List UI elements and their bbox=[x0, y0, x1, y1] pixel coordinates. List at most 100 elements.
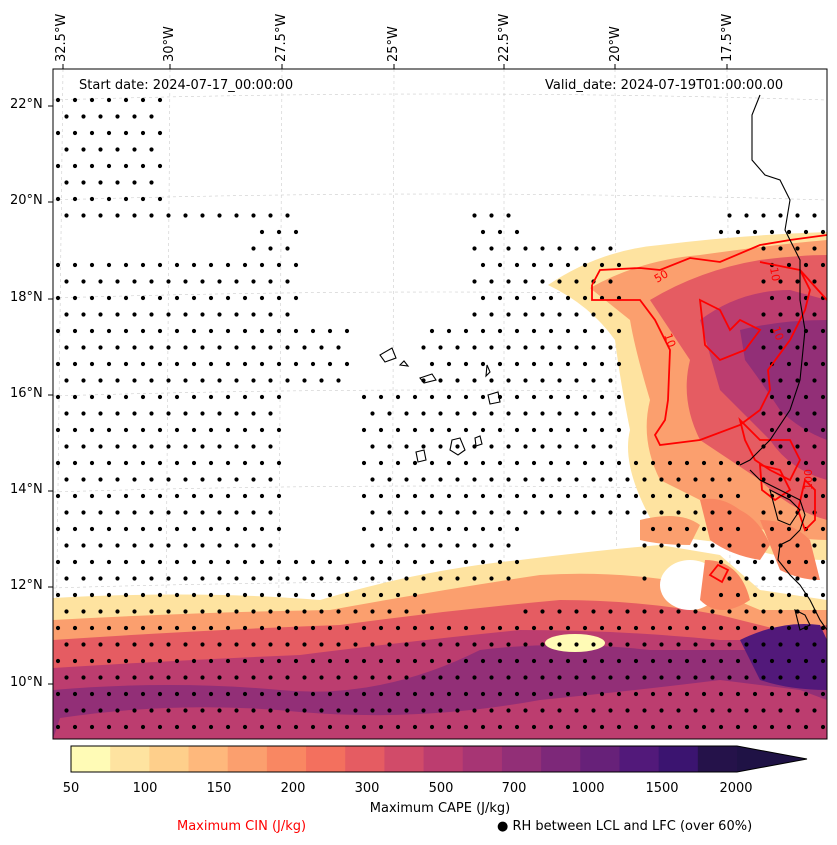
rh-dot bbox=[344, 592, 350, 598]
rh-dot bbox=[455, 576, 460, 581]
rh-dot bbox=[208, 328, 214, 334]
rh-dot bbox=[98, 576, 103, 581]
rh-dot bbox=[259, 427, 265, 433]
rh-dot bbox=[735, 592, 741, 598]
rh-dot bbox=[64, 510, 69, 515]
rh-dot bbox=[123, 262, 129, 268]
rh-dot bbox=[353, 708, 358, 713]
rh-dot bbox=[438, 345, 443, 350]
rh-dot bbox=[115, 708, 120, 713]
rh-dot bbox=[149, 708, 154, 713]
rh-dot bbox=[361, 658, 367, 664]
rh-dot bbox=[251, 444, 256, 449]
rh-dot bbox=[361, 427, 367, 433]
rh-dot bbox=[523, 411, 528, 416]
rh-dot bbox=[480, 460, 486, 466]
rh-dot bbox=[676, 609, 681, 614]
rh-dot bbox=[582, 460, 588, 466]
rh-dot bbox=[149, 312, 154, 317]
colorbar-tick: 150 bbox=[206, 781, 232, 796]
rh-dot bbox=[540, 345, 545, 350]
rh-dot bbox=[344, 625, 350, 631]
rh-dot bbox=[786, 394, 792, 400]
rh-dot bbox=[89, 130, 95, 136]
rh-dot bbox=[72, 724, 78, 730]
rh-dot bbox=[803, 394, 809, 400]
rh-dot bbox=[115, 510, 120, 515]
rh-dot bbox=[361, 526, 367, 532]
rh-dot bbox=[268, 279, 273, 284]
rh-dot bbox=[463, 460, 469, 466]
rh-dot bbox=[106, 295, 112, 301]
rh-dot bbox=[820, 526, 826, 532]
rh-dot bbox=[463, 361, 469, 367]
rh-dot bbox=[582, 493, 588, 499]
rh-dot bbox=[132, 411, 137, 416]
rh-dot bbox=[132, 114, 137, 119]
rh-dot bbox=[446, 559, 452, 565]
rh-dot bbox=[319, 345, 324, 350]
rh-dot bbox=[191, 427, 197, 433]
rh-dot bbox=[489, 675, 494, 680]
rh-dot bbox=[98, 675, 103, 680]
rh-dot bbox=[370, 576, 375, 581]
rh-dot bbox=[659, 543, 664, 548]
rh-dot bbox=[803, 460, 809, 466]
colorbar-segment bbox=[306, 746, 346, 772]
rh-dot bbox=[174, 460, 180, 466]
rh-dot bbox=[327, 592, 333, 598]
rh-dot bbox=[446, 427, 452, 433]
rh-dot bbox=[72, 658, 78, 664]
rh-dot bbox=[489, 246, 494, 251]
rh-dot bbox=[251, 411, 256, 416]
rh-dot bbox=[132, 378, 137, 383]
rh-dot bbox=[123, 163, 129, 169]
rh-dot bbox=[701, 460, 707, 466]
rh-dot bbox=[395, 460, 401, 466]
rh-dot bbox=[455, 642, 460, 647]
rh-dot bbox=[752, 658, 758, 664]
rh-dot bbox=[591, 411, 596, 416]
rh-dot bbox=[302, 609, 307, 614]
rh-dot bbox=[463, 625, 469, 631]
rh-dot bbox=[412, 493, 418, 499]
rh-dot bbox=[455, 675, 460, 680]
rh-dot bbox=[302, 378, 307, 383]
rh-dot bbox=[412, 427, 418, 433]
rh-dot bbox=[242, 526, 248, 532]
rh-dot bbox=[55, 493, 61, 499]
rh-dot bbox=[786, 460, 792, 466]
rh-dot bbox=[786, 592, 792, 598]
rh-dot bbox=[701, 526, 707, 532]
rh-dot bbox=[667, 724, 673, 730]
rh-dot bbox=[225, 295, 231, 301]
rh-dot bbox=[370, 411, 375, 416]
rh-dot bbox=[183, 279, 188, 284]
rh-dot bbox=[438, 642, 443, 647]
rh-dot bbox=[557, 642, 562, 647]
rh-dot bbox=[472, 642, 477, 647]
rh-dot bbox=[387, 576, 392, 581]
rh-dot bbox=[64, 147, 69, 152]
rh-dot bbox=[225, 625, 231, 631]
rh-dot bbox=[599, 295, 605, 301]
rh-dot bbox=[693, 477, 698, 482]
rh-dot bbox=[234, 444, 239, 449]
rh-dot bbox=[582, 262, 588, 268]
rh-dot bbox=[115, 345, 120, 350]
rh-dot bbox=[276, 559, 282, 565]
rh-dot bbox=[217, 477, 222, 482]
rh-dot bbox=[132, 279, 137, 284]
rh-dot bbox=[327, 658, 333, 664]
rh-dot bbox=[812, 345, 817, 350]
rh-dot bbox=[693, 708, 698, 713]
rh-dot bbox=[302, 675, 307, 680]
colorbar-segment bbox=[149, 746, 190, 772]
rh-dot bbox=[744, 642, 749, 647]
colorbar-extend-arrow bbox=[737, 746, 807, 772]
rh-dot bbox=[497, 328, 503, 334]
rh-dot bbox=[557, 378, 562, 383]
rh-dot bbox=[293, 559, 299, 565]
rh-dot bbox=[387, 444, 392, 449]
rh-dot bbox=[616, 328, 622, 334]
